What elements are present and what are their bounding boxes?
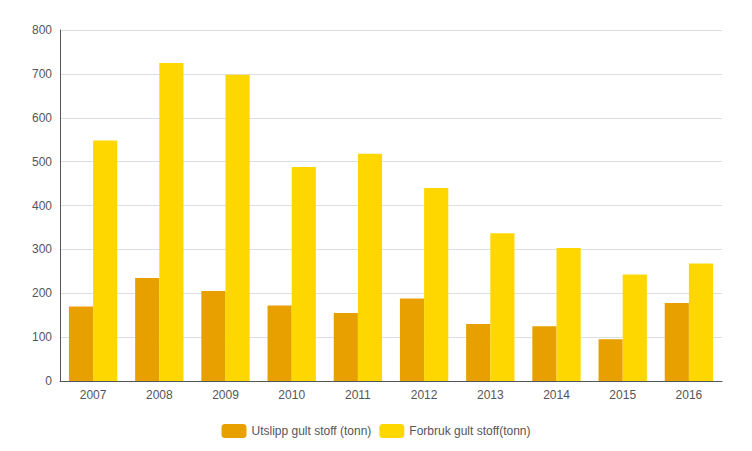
- svg-text:Forbruk gult stoff(tonn): Forbruk gult stoff(tonn): [409, 424, 530, 438]
- svg-text:0: 0: [45, 374, 52, 388]
- svg-text:600: 600: [32, 111, 52, 125]
- svg-text:400: 400: [32, 199, 52, 213]
- svg-text:2016: 2016: [676, 388, 703, 402]
- svg-text:2007: 2007: [80, 388, 107, 402]
- svg-text:2015: 2015: [609, 388, 636, 402]
- svg-text:2008: 2008: [146, 388, 173, 402]
- svg-text:2012: 2012: [411, 388, 438, 402]
- svg-text:300: 300: [32, 242, 52, 256]
- svg-text:2009: 2009: [212, 388, 239, 402]
- svg-text:2014: 2014: [543, 388, 570, 402]
- svg-text:Utslipp gult stoff (tonn): Utslipp gult stoff (tonn): [251, 424, 371, 438]
- svg-text:2010: 2010: [278, 388, 305, 402]
- svg-text:700: 700: [32, 67, 52, 81]
- svg-text:200: 200: [32, 286, 52, 300]
- svg-text:2011: 2011: [345, 388, 371, 402]
- svg-text:100: 100: [32, 330, 52, 344]
- svg-text:2013: 2013: [477, 388, 504, 402]
- svg-text:500: 500: [32, 155, 52, 169]
- svg-text:800: 800: [32, 23, 52, 37]
